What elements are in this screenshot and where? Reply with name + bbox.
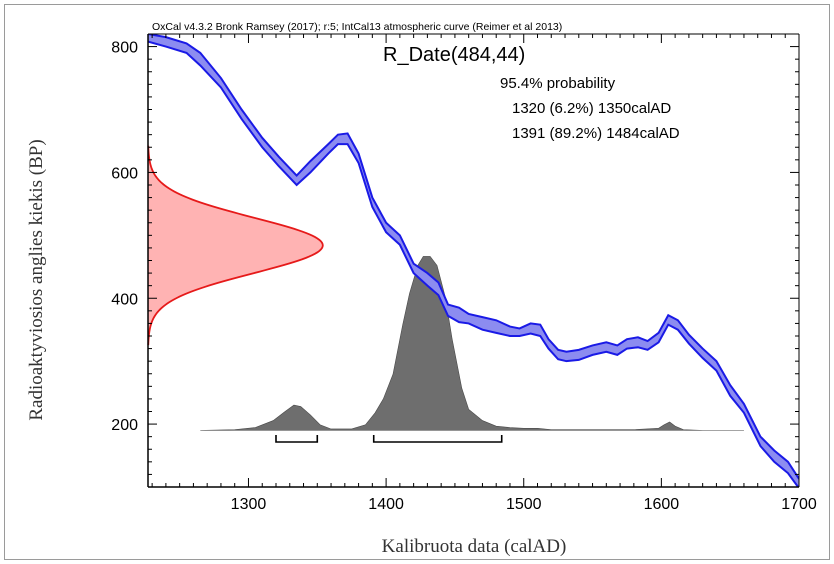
range-bar-1: [275, 435, 319, 443]
y-axis-label: Radioaktyviosios anglies kiekis (BP): [26, 139, 47, 420]
axes-layer: 1300 1400 1500 1600 1700 200 400 600 800: [111, 33, 817, 513]
range-bar-2: [372, 435, 503, 443]
series-layer: [147, 34, 799, 487]
chart-header: OxCal v4.3.2 Bronk Ramsey (2017); r:5; I…: [152, 21, 562, 33]
calibration-curve-group: [148, 34, 799, 487]
radiocarbon-distribution-outline: [147, 145, 324, 346]
radiocarbon-distribution-fill: [148, 145, 323, 346]
x-tick-label: 1600: [644, 496, 680, 513]
probability-label: 95.4% probability: [500, 75, 616, 92]
x-tick-label: 1700: [781, 496, 817, 513]
range-label-1: 1320 (6.2%) 1350calAD: [512, 100, 671, 117]
x-tick-label: 1500: [506, 496, 542, 513]
chart-title: R_Date(484,44): [383, 44, 525, 66]
range-label-2: 1391 (89.2%) 1484calAD: [512, 125, 680, 142]
x-tick-label: 1400: [368, 496, 404, 513]
x-tick-label: 1300: [231, 496, 267, 513]
posterior-distribution: [200, 256, 744, 431]
x-axis-label: Kalibruota data (calAD): [382, 536, 567, 557]
calibration-curve-upper: [148, 34, 799, 480]
calibration-curve-lower: [148, 40, 799, 487]
y-tick-label: 400: [111, 291, 138, 308]
y-tick-label: 200: [111, 417, 138, 434]
y-tick-label: 600: [111, 165, 138, 182]
y-tick-label: 800: [111, 40, 138, 57]
